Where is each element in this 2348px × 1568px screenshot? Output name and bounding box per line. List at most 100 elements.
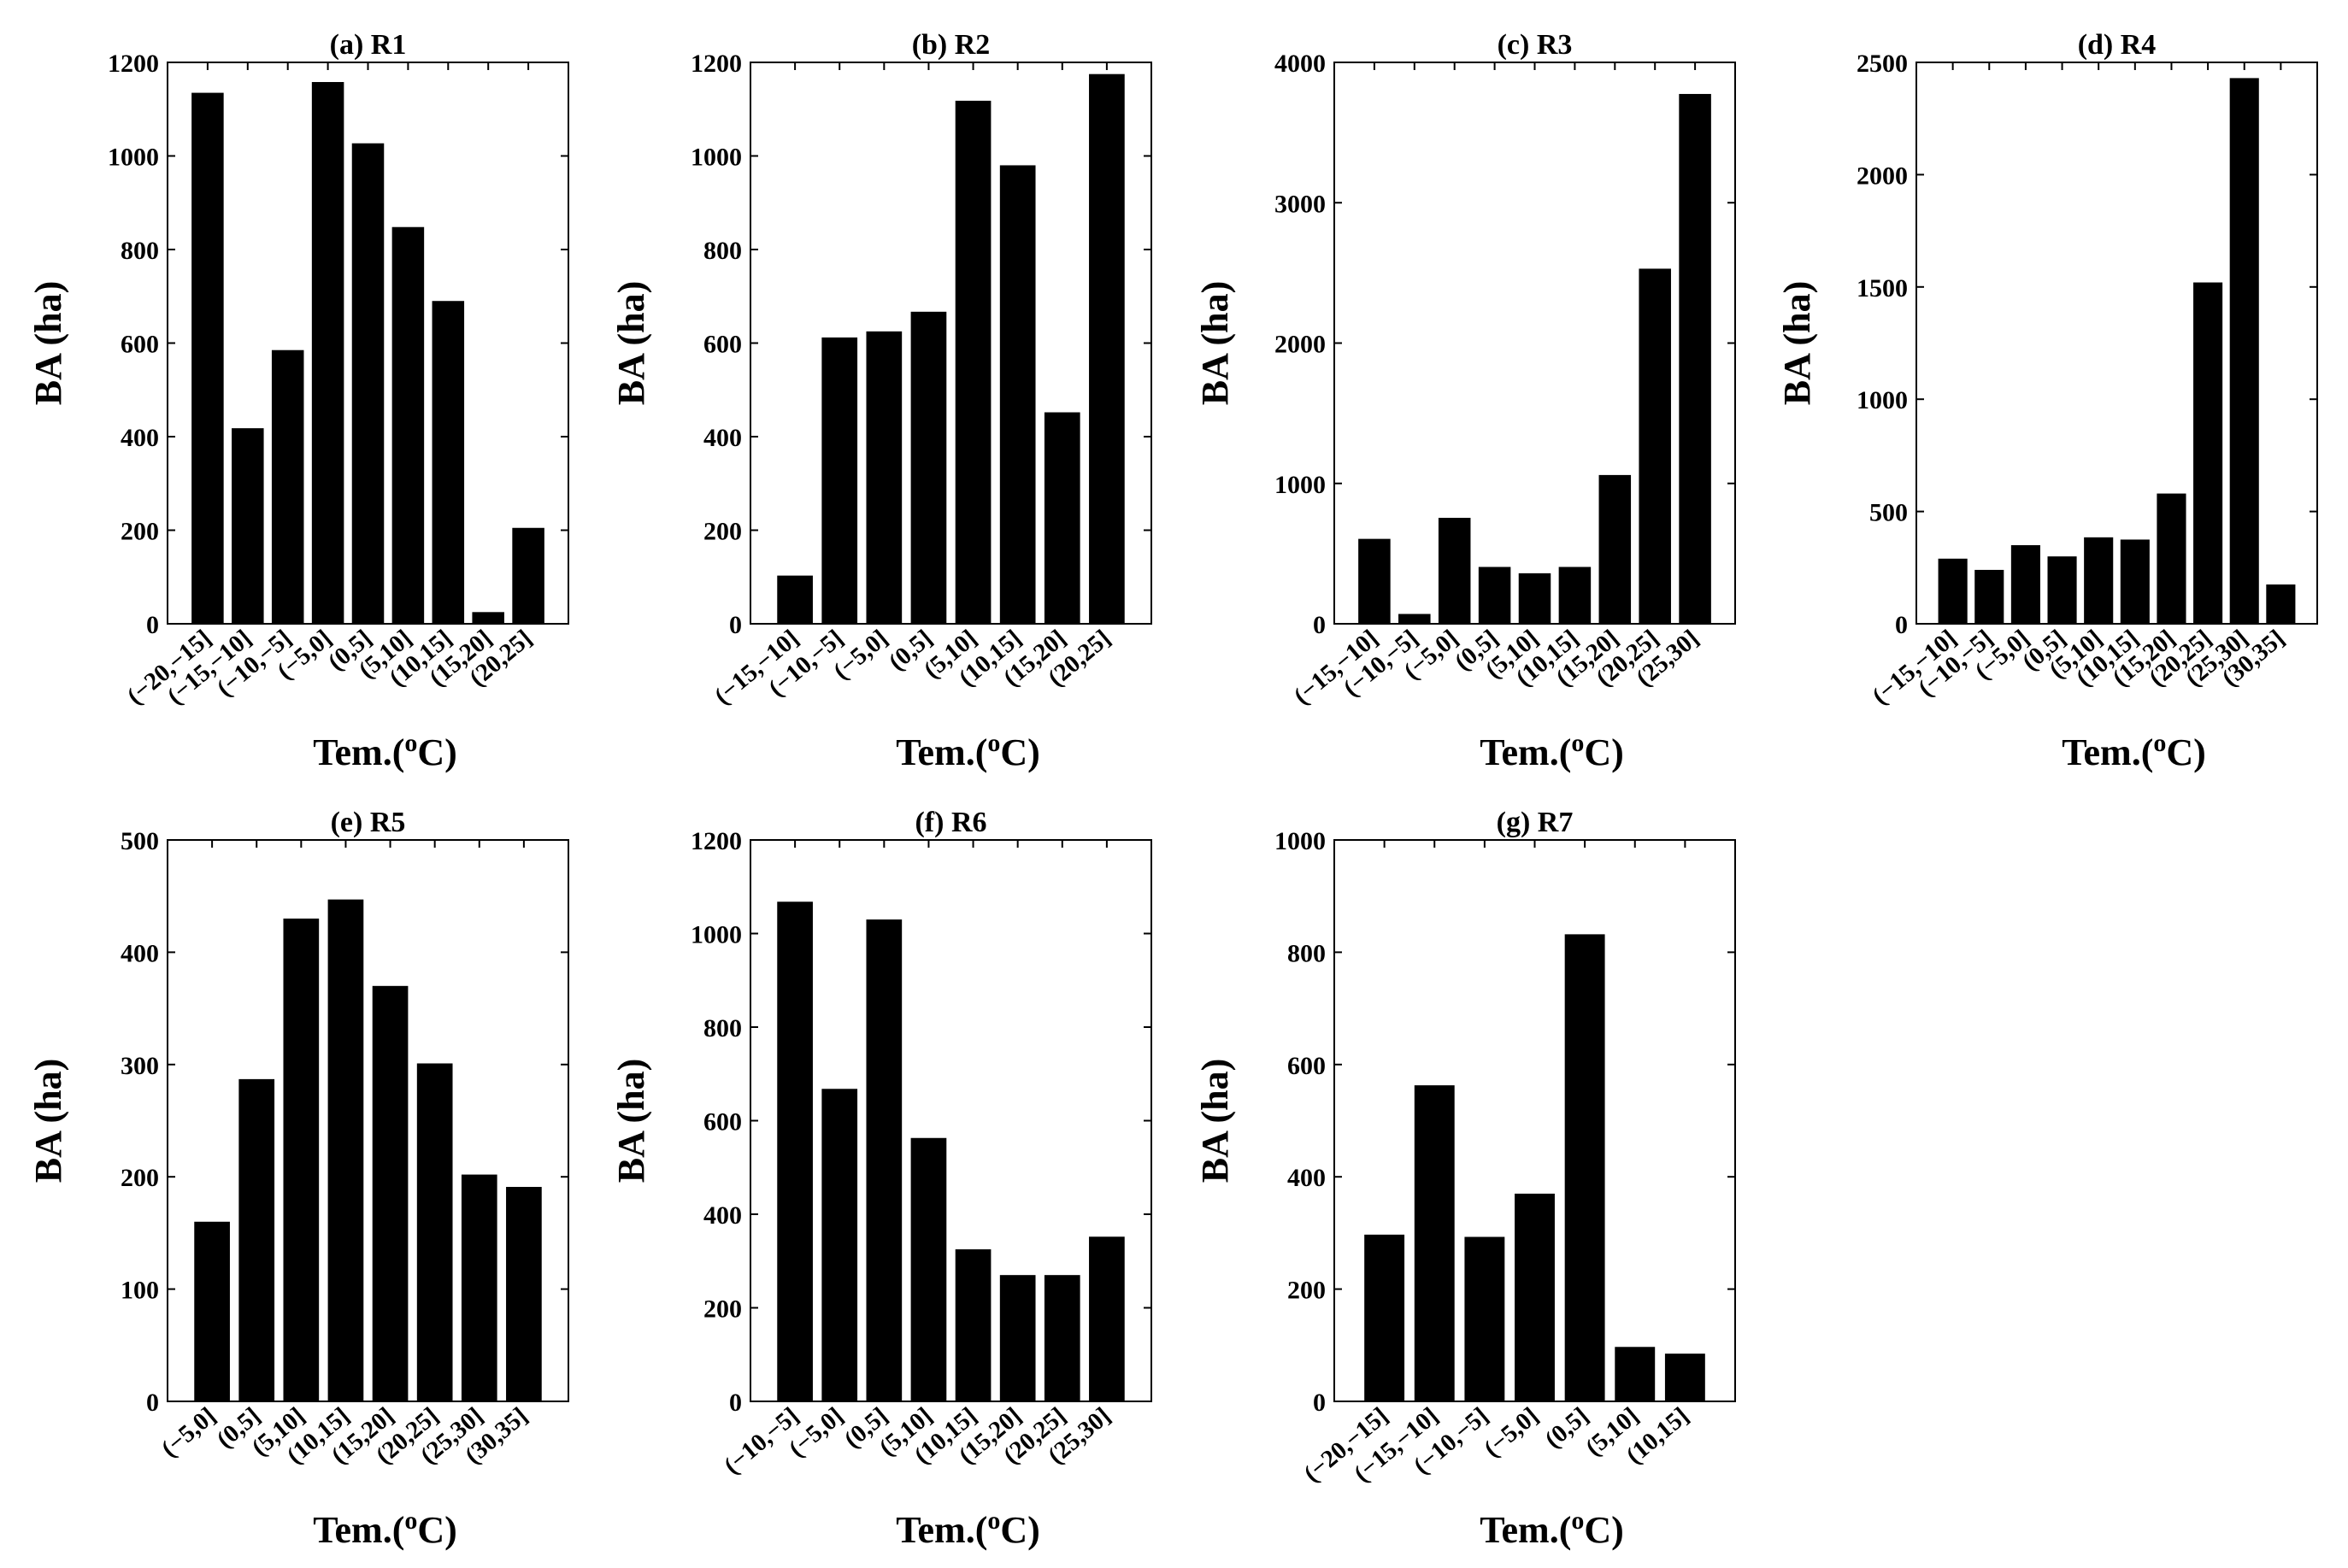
bar xyxy=(866,331,903,624)
bar xyxy=(1518,573,1551,624)
bar xyxy=(512,527,544,624)
x-axis-label-unit: C) xyxy=(417,731,456,773)
y-axis-label: BA (ha) xyxy=(27,281,69,405)
bar xyxy=(506,1187,542,1401)
y-tick-label: 600 xyxy=(703,331,742,359)
y-tick-label: 200 xyxy=(1287,1277,1326,1305)
x-axis-label-main: Tem.( xyxy=(2062,731,2153,773)
x-axis-label-main: Tem.( xyxy=(313,731,404,773)
y-tick-label: 0 xyxy=(729,1389,742,1417)
y-tick-label: 200 xyxy=(703,518,742,546)
bar xyxy=(1358,538,1391,624)
y-axis-label: BA (ha) xyxy=(1194,281,1236,405)
bar xyxy=(1615,1347,1656,1401)
x-axis-label-unit: C) xyxy=(1584,1509,1623,1551)
panel-title: (d) R4 xyxy=(2078,29,2157,61)
bar xyxy=(2047,556,2077,624)
bar xyxy=(1564,934,1605,1401)
bar xyxy=(1515,1193,1555,1401)
y-tick-label: 400 xyxy=(1287,1164,1326,1192)
bar xyxy=(777,901,813,1401)
y-tick-label: 0 xyxy=(1313,611,1326,639)
y-tick-label: 1200 xyxy=(108,50,159,78)
panel-title: (g) R7 xyxy=(1497,807,1574,838)
bar xyxy=(2120,539,2150,624)
bar xyxy=(311,81,344,625)
x-axis-label-degree: o xyxy=(2153,729,2166,757)
y-tick-label: 3000 xyxy=(1274,190,1326,218)
bar xyxy=(238,1078,275,1401)
y-tick-label: 200 xyxy=(703,1295,742,1324)
x-axis-label: Tem.(oC) xyxy=(896,729,1040,773)
bar xyxy=(372,985,409,1401)
y-tick-label: 800 xyxy=(703,1014,742,1042)
y-axis-label: BA (ha) xyxy=(1776,281,1818,405)
x-axis-label-unit: C) xyxy=(1000,731,1039,773)
bar xyxy=(1089,1236,1125,1401)
bar xyxy=(999,165,1036,624)
x-axis-label-main: Tem.( xyxy=(313,1509,404,1551)
bar xyxy=(1558,567,1592,624)
bar xyxy=(1044,412,1080,624)
x-axis-label: Tem.(oC) xyxy=(896,1506,1040,1551)
y-tick-label: 0 xyxy=(146,1389,159,1417)
bar xyxy=(1044,1275,1080,1401)
panel-title: (e) R5 xyxy=(331,807,406,838)
y-tick-label: 600 xyxy=(121,331,159,359)
y-tick-label: 500 xyxy=(121,827,159,855)
y-tick-label: 200 xyxy=(121,1164,159,1192)
y-tick-label: 800 xyxy=(121,237,159,265)
bar xyxy=(777,575,813,624)
y-tick-label: 1000 xyxy=(691,921,742,949)
x-axis-label-unit: C) xyxy=(1000,1509,1039,1551)
y-tick-label: 400 xyxy=(121,424,159,452)
y-tick-label: 1000 xyxy=(1274,471,1326,499)
y-tick-label: 4000 xyxy=(1274,50,1326,78)
bar xyxy=(194,1221,230,1401)
bar xyxy=(1089,73,1125,624)
bar xyxy=(416,1063,453,1401)
y-tick-label: 0 xyxy=(1895,611,1908,639)
bar xyxy=(821,1089,858,1401)
x-category-label: (−5,0] xyxy=(1479,1402,1544,1463)
x-axis-label: Tem.(oC) xyxy=(1480,1506,1624,1551)
y-tick-label: 400 xyxy=(121,939,159,967)
y-tick-label: 1500 xyxy=(1857,274,1908,302)
x-axis-label-unit: C) xyxy=(1584,731,1623,773)
y-tick-label: 800 xyxy=(703,237,742,265)
y-axis-label: BA (ha) xyxy=(1194,1059,1236,1183)
x-axis-label: Tem.(oC) xyxy=(313,729,457,773)
panel-3: 01000200030004000(−15,−10](−10,−5](−5,0]… xyxy=(1194,29,1736,773)
y-tick-label: 0 xyxy=(1313,1389,1326,1417)
y-tick-label: 1000 xyxy=(691,144,742,172)
bar xyxy=(232,428,264,624)
bar xyxy=(2157,493,2186,624)
bar xyxy=(910,311,947,624)
bar xyxy=(432,301,465,624)
y-axis-label: BA (ha) xyxy=(27,1059,69,1183)
y-tick-label: 200 xyxy=(121,518,159,546)
y-tick-label: 300 xyxy=(121,1052,159,1080)
x-axis-label: Tem.(oC) xyxy=(1480,729,1624,773)
x-axis-label: Tem.(oC) xyxy=(313,1506,457,1551)
x-axis-label-degree: o xyxy=(987,729,1000,757)
x-axis-label-degree: o xyxy=(1571,729,1584,757)
y-axis-label: BA (ha) xyxy=(610,281,652,405)
x-axis-label-degree: o xyxy=(404,1506,417,1535)
panel-1: 020040060080010001200(−20,−15](−15,−10](… xyxy=(27,29,569,773)
bar xyxy=(1598,474,1632,624)
y-tick-label: 1000 xyxy=(1274,827,1326,855)
bar xyxy=(2010,545,2040,624)
bar xyxy=(866,919,903,1401)
panel-4: 05001000150020002500(−15,−10](−10,−5](−5… xyxy=(1776,29,2318,773)
panel-title: (f) R6 xyxy=(915,807,986,838)
plot-frame xyxy=(167,839,569,1402)
y-tick-label: 500 xyxy=(1869,499,1908,527)
y-tick-label: 1200 xyxy=(691,827,742,855)
y-tick-label: 2000 xyxy=(1274,331,1326,359)
y-tick-label: 400 xyxy=(703,424,742,452)
bar xyxy=(910,1137,947,1401)
y-tick-label: 0 xyxy=(146,611,159,639)
x-axis-label-main: Tem.( xyxy=(896,731,987,773)
